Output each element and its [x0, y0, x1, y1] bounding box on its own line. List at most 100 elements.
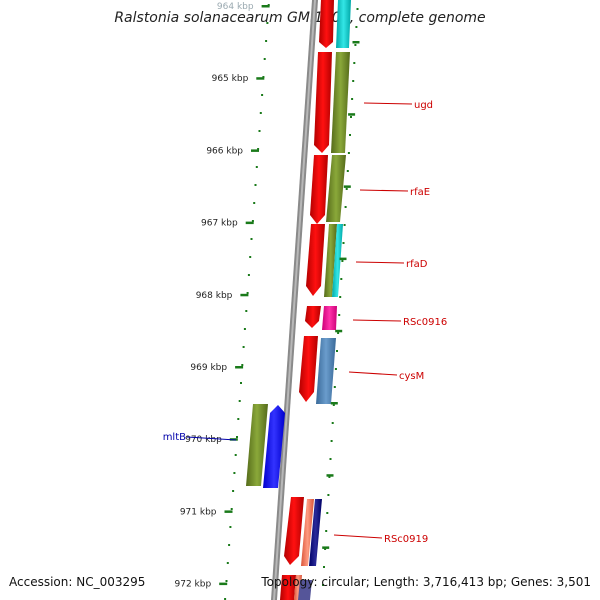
- ruler-dot-inner: [224, 598, 227, 600]
- ruler-dot-outer: [330, 440, 333, 442]
- ruler-dot-outer: [333, 386, 336, 388]
- gene-label-cysM[interactable]: cysM: [399, 371, 424, 382]
- ruler-tick-outer: [330, 402, 338, 405]
- ruler-dot-inner: [253, 202, 256, 204]
- ruler-dot-inner: [232, 490, 235, 492]
- gene-label-leader: [352, 319, 402, 322]
- feature-salmon-RSc0919: [301, 499, 314, 566]
- gene-label-mltB[interactable]: mltB: [163, 432, 186, 443]
- gene-label-RSc0919[interactable]: RSc0919: [384, 534, 428, 545]
- ruler-dot-outer: [341, 260, 344, 262]
- ruler-dot-inner: [233, 472, 236, 474]
- ruler-tick-label: 970 kbp: [185, 435, 222, 445]
- ruler-dot-outer: [331, 422, 334, 424]
- ruler-dot-inner: [241, 364, 244, 366]
- ruler-dot-outer: [344, 206, 347, 208]
- ruler-tick-label: 964 kbp: [217, 2, 254, 12]
- ruler-dot-outer: [354, 44, 357, 46]
- ruler-dot-outer: [355, 26, 358, 28]
- ruler-dot-outer: [346, 170, 349, 172]
- ruler-tick-outer: [339, 257, 347, 261]
- ruler-dot-inner: [242, 346, 245, 348]
- gene-label-rfaD[interactable]: rfaD: [406, 259, 428, 270]
- gene-label-rfaE[interactable]: rfaE: [410, 187, 430, 198]
- ruler-dot-inner: [247, 274, 250, 276]
- gene-arrow-cysM: [299, 336, 318, 402]
- feature-olive-rfaE: [326, 155, 346, 222]
- ruler-dot-inner: [245, 310, 248, 312]
- gene-arrow-downstream: [280, 575, 296, 600]
- ruler-tick-label: 967 kbp: [201, 219, 238, 229]
- gene-label-leader: [355, 261, 405, 264]
- ruler-tick-label: 972 kbp: [175, 580, 212, 590]
- ruler-tick-inner: [245, 221, 254, 225]
- ruler-dot-outer: [324, 548, 327, 550]
- ruler-tick-outer: [322, 546, 330, 549]
- ruler-dots: [224, 4, 359, 600]
- feature-navy-RSc0919: [309, 499, 322, 566]
- feature-olive-mltB: [246, 404, 268, 486]
- ruler-dot-outer: [342, 242, 345, 244]
- ruler-dot-outer: [347, 152, 350, 154]
- ruler-tick-label: 968 kbp: [196, 291, 233, 301]
- ruler-tick-label: 969 kbp: [190, 363, 227, 373]
- ruler-dot-outer: [343, 224, 346, 226]
- ruler-dot-outer: [349, 134, 351, 136]
- ruler-ticks: 964 kbp 965 kbp 966 kbp 967 kbp 968 kbp 969 k…: [175, 2, 360, 590]
- ruler-dot-inner: [228, 544, 231, 546]
- ruler-dot-inner: [266, 22, 269, 24]
- ruler-dot-inner: [236, 436, 238, 438]
- ruler-dot-outer: [339, 296, 342, 298]
- feature-olive-rfaD: [324, 224, 337, 297]
- ruler-dot-inner: [261, 94, 264, 96]
- ruler-dot-inner: [225, 580, 228, 582]
- ruler-dot-outer: [356, 8, 359, 10]
- ruler-dot-inner: [251, 220, 254, 222]
- ruler-dot-inner: [246, 292, 249, 294]
- feature-cyan-rfaD: [332, 224, 343, 297]
- ruler-dot-inner: [234, 454, 237, 456]
- feature-pink-RSc0916: [322, 306, 337, 330]
- ruler-tick-label: 966 kbp: [206, 146, 243, 156]
- ruler-dot-inner: [265, 40, 268, 42]
- ruler-tick-label: 965 kbp: [212, 74, 249, 84]
- ruler-tick-inner: [261, 5, 270, 8]
- ruler-dot-outer: [336, 350, 338, 352]
- gene-label-leader: [359, 189, 409, 192]
- map-title: Ralstonia solanacearum GMI1000, complete…: [114, 10, 486, 26]
- ruler-dot-inner: [255, 166, 258, 168]
- ruler-dot-outer: [327, 494, 330, 496]
- gene-labels: ugd rfaE rfaD RSc0916 cysM mltB RSc0919: [163, 100, 448, 545]
- ruler-dot-inner: [250, 238, 253, 240]
- ruler-dot-outer: [340, 278, 343, 280]
- ruler-dot-inner: [258, 130, 261, 132]
- ruler-dot-outer: [345, 188, 348, 190]
- ruler-dot-outer: [350, 116, 352, 118]
- ruler-tick-inner: [235, 366, 244, 369]
- ruler-dot-outer: [332, 404, 335, 406]
- ruler-dot-outer: [329, 458, 332, 460]
- gene-label-ugd[interactable]: ugd: [414, 100, 433, 111]
- ruler-dot-outer: [328, 476, 331, 478]
- ruler-dot-inner: [237, 418, 240, 420]
- ruler-dot-inner: [262, 76, 265, 78]
- ruler-dot-outer: [352, 80, 355, 82]
- feature-steel-cysM: [316, 338, 336, 404]
- gene-arrow-RSc0919: [284, 497, 304, 565]
- ruler-dot-outer: [351, 98, 354, 100]
- ruler-dot-inner: [226, 562, 229, 564]
- accession-text: Accession: NC_003295: [9, 575, 146, 589]
- gene-arrow-RSc0916: [305, 306, 321, 328]
- gene-label-RSc0916[interactable]: RSc0916: [403, 317, 447, 328]
- gene-arrow-rfaE: [310, 155, 328, 224]
- ruler-dot-outer: [323, 566, 325, 568]
- feature-olive-ugd: [331, 52, 350, 153]
- feature-navy-downstream: [298, 580, 312, 600]
- genome-summary-text: Topology: circular; Length: 3,716,413 bp…: [261, 575, 591, 589]
- genome-backbone-highlight: [273, 0, 316, 600]
- gene-label-leader: [186, 436, 237, 441]
- ruler-dot-outer: [353, 62, 356, 64]
- gene-arrow-mltB: [263, 405, 285, 488]
- gene-arrow-rfaD: [306, 224, 325, 296]
